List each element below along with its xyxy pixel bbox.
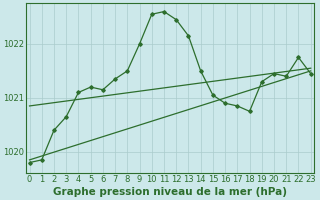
X-axis label: Graphe pression niveau de la mer (hPa): Graphe pression niveau de la mer (hPa) <box>53 187 287 197</box>
